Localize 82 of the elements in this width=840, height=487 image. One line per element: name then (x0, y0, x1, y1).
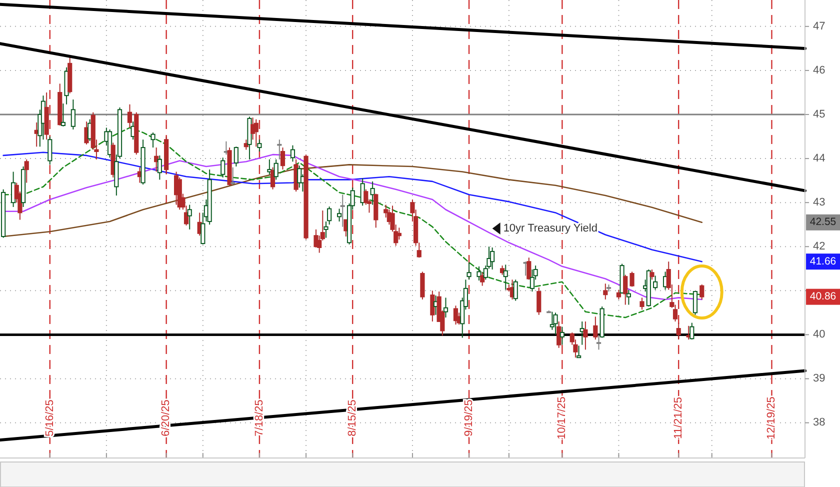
candlestick (127, 104, 132, 128)
candlestick (220, 157, 226, 178)
candlestick (480, 272, 485, 286)
x-tick-label: 5/16/25 (44, 400, 56, 436)
candlestick (257, 139, 262, 152)
candlestick (676, 322, 681, 340)
candlestick (420, 271, 425, 300)
candlestick (500, 265, 505, 276)
y-tick-label: 40 (813, 328, 826, 341)
candlestick (60, 102, 66, 127)
candlestick (653, 275, 658, 290)
text: 40.86 (810, 290, 836, 303)
candlestick (513, 279, 518, 302)
candlestick (230, 166, 236, 186)
candlestick (327, 206, 332, 226)
candlestick (553, 312, 558, 336)
y-tick-label: 38 (813, 416, 826, 429)
candlestick (700, 284, 704, 300)
y-tick-label: 43 (813, 196, 826, 208)
candlestick (560, 326, 564, 346)
candlestick (596, 334, 602, 350)
candlestick (576, 345, 582, 358)
candlestick (340, 194, 345, 228)
candlestick (187, 204, 192, 230)
y-tick-label: 45 (813, 108, 826, 120)
candlestick (48, 136, 52, 166)
candlestick (692, 291, 698, 316)
candlestick (430, 290, 435, 322)
y-tick-label: 46 (813, 64, 826, 76)
y-tick-label: 44 (813, 152, 826, 164)
candlestick (526, 257, 532, 280)
candlestick (70, 99, 76, 130)
y-tick-label: 47 (813, 20, 826, 32)
candlestick (593, 316, 598, 340)
y-tick-label: 39 (813, 372, 826, 385)
candlestick (267, 158, 272, 175)
candlestick (157, 154, 162, 180)
candlestick (234, 146, 238, 167)
candlestick (630, 271, 634, 288)
candlestick (626, 289, 631, 306)
line-series (2, 164, 703, 238)
x-tick-label: 6/20/25 (160, 400, 172, 436)
candlestick (254, 118, 258, 148)
y-tick-label: 42 (813, 240, 826, 253)
candlestick (556, 320, 562, 348)
candlestick (672, 304, 678, 322)
candlestick (690, 322, 694, 340)
candlestick (530, 269, 535, 292)
candlestick (370, 180, 375, 206)
candlestick (650, 269, 654, 280)
candlestick (107, 128, 112, 158)
candlestick (616, 289, 622, 300)
x-tick-label: 7/18/25 (253, 400, 266, 436)
candlestick (623, 274, 628, 306)
candlestick (536, 287, 542, 316)
x-tick-label: 12/19/25 (766, 396, 778, 440)
candlestick (324, 221, 328, 238)
candlestick (550, 311, 554, 330)
candlestick (280, 147, 286, 170)
candlestick (603, 283, 608, 300)
candlestick (503, 264, 508, 290)
x-tick-label: 8/15/25 (346, 400, 359, 436)
candlestick (583, 320, 588, 350)
candlestick (640, 297, 644, 310)
candlestick (476, 266, 482, 282)
candlestick (337, 208, 342, 222)
candlestick (277, 139, 282, 160)
candlestick (297, 165, 302, 188)
candlestick (24, 158, 29, 184)
text: 41.66 (810, 255, 836, 268)
x-tick-label: 9/19/25 (462, 400, 475, 436)
candlestick (274, 158, 278, 180)
candlestick (443, 297, 448, 318)
candlestick (490, 246, 495, 270)
x-tick-label: 11/21/25 (672, 396, 684, 440)
candlestick (150, 132, 156, 148)
candlestick (396, 227, 402, 240)
x-tick-label: 10/17/25 (556, 396, 568, 440)
candlestick (290, 144, 296, 162)
candlestick (466, 262, 472, 280)
text: 42.55 (810, 216, 836, 228)
line-series (2, 152, 703, 262)
